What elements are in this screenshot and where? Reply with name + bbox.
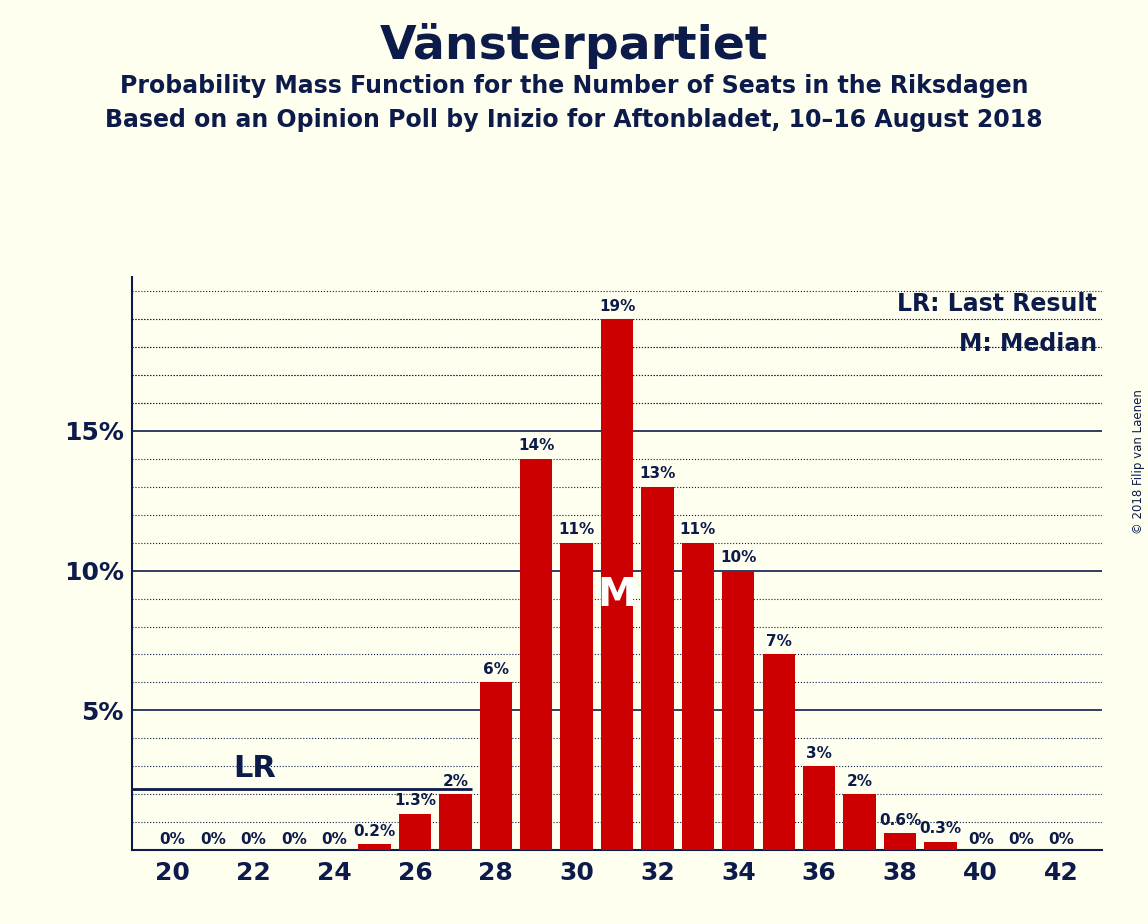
- Text: M: Median: M: Median: [959, 332, 1097, 356]
- Bar: [884, 833, 916, 850]
- Text: 0.6%: 0.6%: [879, 813, 921, 828]
- Text: 0%: 0%: [281, 833, 307, 847]
- Text: 0%: 0%: [1008, 833, 1034, 847]
- Bar: [924, 842, 956, 850]
- Text: 11%: 11%: [559, 522, 595, 537]
- Text: 13%: 13%: [639, 467, 676, 481]
- Text: Vänsterpartiet: Vänsterpartiet: [380, 23, 768, 69]
- Bar: [358, 845, 390, 850]
- Text: M: M: [598, 577, 636, 614]
- Text: 0%: 0%: [1049, 833, 1075, 847]
- Text: 6%: 6%: [483, 662, 509, 676]
- Text: LR: Last Result: LR: Last Result: [898, 292, 1097, 315]
- Bar: [802, 766, 836, 850]
- Text: 14%: 14%: [518, 438, 554, 454]
- Bar: [560, 542, 592, 850]
- Text: 0.3%: 0.3%: [920, 821, 962, 836]
- Text: 0%: 0%: [160, 833, 185, 847]
- Text: 0%: 0%: [240, 833, 266, 847]
- Text: © 2018 Filip van Laenen: © 2018 Filip van Laenen: [1132, 390, 1146, 534]
- Text: Based on an Opinion Poll by Inizio for Aftonbladet, 10–16 August 2018: Based on an Opinion Poll by Inizio for A…: [106, 108, 1042, 132]
- Text: 7%: 7%: [766, 634, 792, 649]
- Text: 0%: 0%: [968, 833, 994, 847]
- Text: LR: LR: [233, 754, 276, 783]
- Bar: [844, 795, 876, 850]
- Text: 11%: 11%: [680, 522, 716, 537]
- Text: 1.3%: 1.3%: [394, 793, 436, 808]
- Bar: [600, 319, 634, 850]
- Text: 0%: 0%: [321, 833, 347, 847]
- Text: 2%: 2%: [442, 773, 468, 788]
- Text: 0%: 0%: [200, 833, 226, 847]
- Bar: [682, 542, 714, 850]
- Bar: [440, 795, 472, 850]
- Text: 2%: 2%: [846, 773, 872, 788]
- Bar: [762, 654, 794, 850]
- Text: 0.2%: 0.2%: [354, 824, 396, 839]
- Text: 10%: 10%: [720, 550, 757, 565]
- Bar: [722, 571, 754, 850]
- Bar: [642, 487, 674, 850]
- Bar: [398, 814, 432, 850]
- Text: 19%: 19%: [599, 298, 635, 313]
- Text: Probability Mass Function for the Number of Seats in the Riksdagen: Probability Mass Function for the Number…: [119, 74, 1029, 98]
- Text: 3%: 3%: [806, 746, 832, 760]
- Bar: [520, 459, 552, 850]
- Bar: [480, 683, 512, 850]
